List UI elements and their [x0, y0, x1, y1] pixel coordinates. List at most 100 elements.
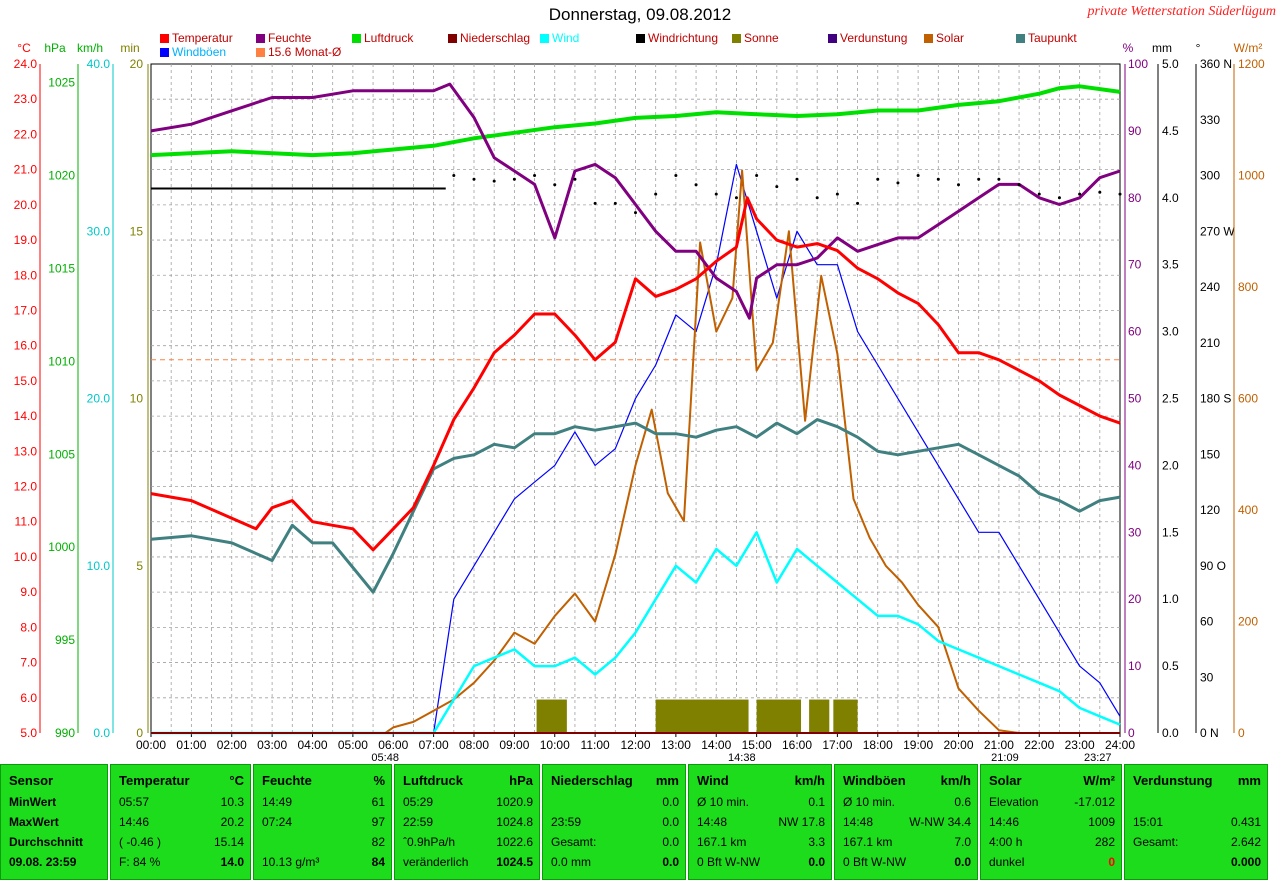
stats-column: Verdunstung mm 15:01 0.431 Gesamt: 2.642 0.000 — [1124, 764, 1268, 880]
time-tick-label: 04:00 — [297, 738, 327, 752]
hpa-tick-label: 990 — [55, 726, 75, 740]
mm-tick-label: 4.0 — [1162, 191, 1179, 205]
windrichtung-point — [1098, 190, 1102, 194]
stats-cell: 0.0 — [808, 855, 825, 869]
temp-tick-label: 5.0 — [20, 726, 37, 740]
deg-tick-label: 90 O — [1200, 559, 1226, 573]
windrichtung-point — [876, 177, 880, 181]
mm-tick-label: 2.0 — [1162, 458, 1179, 472]
hpa-tick-label: 1020 — [48, 169, 75, 183]
deg-tick-label: 150 — [1200, 447, 1220, 461]
temp-tick-label: 8.0 — [20, 620, 37, 634]
stats-cell: 1024.5 — [496, 855, 533, 869]
time-tick-label: 12:00 — [620, 738, 650, 752]
time-tick-label: 21:00 — [984, 738, 1014, 752]
mm-tick-label: 0.5 — [1162, 659, 1179, 673]
temp-tick-label: 11.0 — [15, 515, 38, 529]
temp-tick-label: 6.0 — [20, 691, 37, 705]
stats-column: Wind km/h Ø 10 min. 0.1 14:48 NW 17.8 167.1 km… — [688, 764, 832, 880]
time-tick-label: 07:00 — [419, 738, 449, 752]
windrichtung-point — [977, 177, 981, 181]
windrichtung-point — [593, 201, 597, 205]
time-tick-label: 17:00 — [822, 738, 852, 752]
temp-tick-label: 22.0 — [14, 127, 38, 141]
stats-cell: 0.0 — [662, 835, 679, 849]
stats-cell: Ø 10 min. — [697, 795, 750, 809]
windrichtung-point — [734, 196, 738, 200]
windrichtung-point — [694, 183, 698, 187]
pct-tick-label: 10 — [1128, 659, 1142, 673]
legend-item: Taupunkt — [1016, 31, 1077, 45]
deg-tick-label: 60 — [1200, 615, 1214, 629]
temp-tick-label: 21.0 — [14, 163, 38, 177]
legend-item: Wind — [540, 31, 579, 45]
windrichtung-point — [957, 183, 960, 187]
series-solar — [151, 169, 1120, 734]
stats-cell: ˆ0.9hPa/h — [403, 835, 456, 849]
pct-tick-label: 50 — [1128, 392, 1142, 406]
legend-item: Solar — [924, 31, 964, 45]
stats-cell: 1024.8 — [496, 815, 533, 829]
series-windboeen — [151, 163, 1121, 734]
legend-swatch — [448, 34, 457, 43]
legend-item: Sonne — [732, 31, 779, 45]
temp-tick-label: 14.0 — [14, 409, 38, 423]
stats-cell: F: 84 % — [119, 855, 161, 869]
sunshine-bar — [536, 699, 567, 733]
stats-cell: 0.6 — [954, 795, 971, 809]
series-luftdruck — [150, 84, 1121, 158]
legend-label: Sonne — [744, 31, 779, 45]
stats-cell: Elevation — [989, 795, 1039, 809]
stats-cell: 0 Bft W-NW — [697, 855, 761, 869]
windrichtung-point — [492, 179, 496, 183]
legend-label: Niederschlag — [460, 31, 531, 45]
stats-cell: 14:48 — [697, 815, 728, 829]
stats-cell: veränderlich — [403, 855, 469, 869]
time-tick-label: 23:00 — [1065, 738, 1095, 752]
end-marker: 23:27 — [1084, 752, 1112, 764]
stats-column: Temperatur °C 05:57 10.3 14:46 20.2 ( -0.46 ) 1… — [110, 764, 251, 880]
deg-tick-label: 240 — [1200, 280, 1220, 294]
stats-cell: 14.0 — [220, 855, 244, 869]
legend-swatch — [256, 34, 265, 43]
legend-swatch — [352, 34, 361, 43]
legend-label: Temperatur — [172, 31, 233, 45]
stats-cell: 10.3 — [220, 795, 244, 809]
legend-label: Luftdruck — [364, 31, 414, 45]
legend-swatch — [256, 48, 265, 57]
temp-tick-label: 24.0 — [14, 57, 38, 71]
stats-cell: -17.012 — [1074, 795, 1115, 809]
legend-swatch — [732, 34, 741, 43]
statistics-table: Sensor MinWert MaxWert Durchschnitt 09.08. 2… — [0, 762, 1280, 882]
kmh-tick-label: 40.0 — [87, 57, 111, 71]
time-tick-label: 09:00 — [499, 738, 529, 752]
wm2-tick-label: 200 — [1238, 615, 1258, 629]
windrichtung-point — [775, 185, 779, 189]
time-tick-label: 08:00 — [459, 738, 489, 752]
stats-cell: 0.431 — [1230, 815, 1261, 829]
windrichtung-point — [634, 211, 637, 215]
legend-item: Windrichtung — [636, 31, 718, 45]
temp-tick-label: 16.0 — [14, 339, 38, 353]
stats-cell: 1009 — [1088, 815, 1115, 829]
temp-tick-label: 10.0 — [14, 550, 38, 564]
stats-cell: % — [373, 773, 385, 788]
deg-tick-label: 300 — [1200, 169, 1220, 183]
windrichtung-point — [452, 174, 456, 177]
stats-cell: MinWert — [9, 795, 57, 809]
stats-cell: hPa — [509, 773, 533, 788]
legend-swatch — [828, 34, 837, 43]
stats-cell: 0.000 — [1230, 855, 1261, 869]
temp-tick-label: 18.0 — [14, 268, 38, 282]
stats-cell: mm — [655, 773, 679, 788]
stats-cell: 07:24 — [262, 815, 293, 829]
stats-cell: 84 — [371, 855, 385, 869]
deg-tick-label: 270 W — [1200, 224, 1235, 238]
legend-item: Windböen — [160, 45, 226, 59]
time-tick-label: 16:00 — [782, 738, 812, 752]
min-tick-label: 0 — [136, 726, 143, 740]
time-tick-label: 00:00 — [136, 738, 166, 752]
stats-cell: 3.3 — [808, 835, 825, 849]
stats-cell: 82 — [371, 835, 385, 849]
stats-cell: Solar — [989, 773, 1022, 788]
